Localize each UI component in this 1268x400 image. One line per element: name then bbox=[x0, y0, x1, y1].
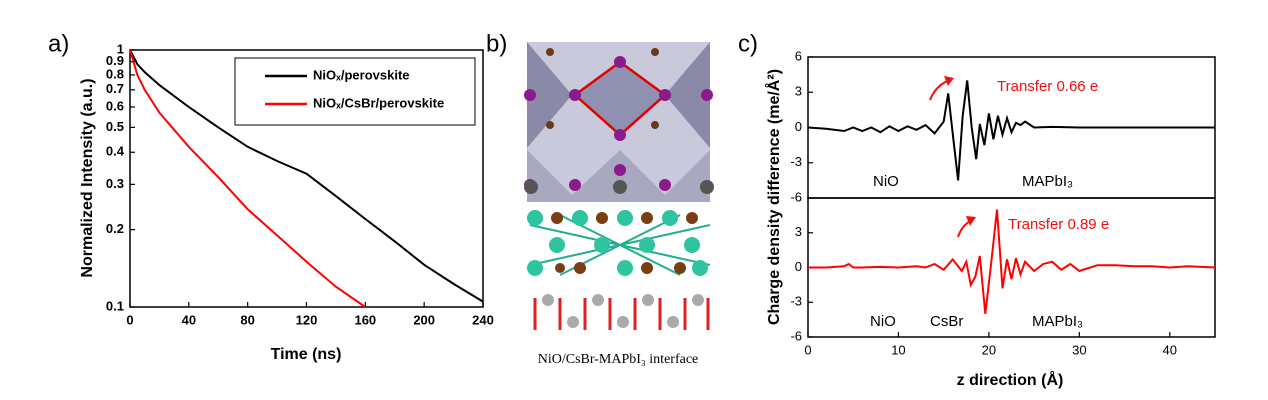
y-tick-label: 1 bbox=[117, 41, 124, 56]
annotation: MAPbI₃ bbox=[1022, 173, 1073, 190]
y-tick-label: 0.7 bbox=[106, 81, 124, 96]
structure-image bbox=[524, 42, 714, 330]
x-tick-label: 40 bbox=[1163, 342, 1177, 357]
y-axis-label: Normalized Intensity (a.u.) bbox=[79, 78, 96, 277]
y-tick-label: 3 bbox=[795, 224, 802, 239]
x-tick-label: 30 bbox=[1072, 342, 1086, 357]
data-line bbox=[129, 49, 484, 303]
y-tick-label: 0 bbox=[795, 259, 802, 274]
y-axis-label: Charge density difference (me/Å²) bbox=[764, 69, 783, 325]
y-tick-label: 0.2 bbox=[106, 221, 124, 236]
y-tick-label: 0.1 bbox=[106, 298, 124, 313]
x-axis-label: Time (ns) bbox=[271, 346, 342, 363]
y-tick-label: 3 bbox=[795, 84, 802, 99]
y-tick-label: -6 bbox=[790, 328, 802, 343]
arrow-head bbox=[966, 216, 976, 226]
x-tick-label: 80 bbox=[240, 312, 254, 327]
x-tick-label: 40 bbox=[182, 312, 196, 327]
annotation: CsBr bbox=[930, 313, 963, 330]
y-tick-label: 0.4 bbox=[106, 144, 125, 159]
y-tick-label: -6 bbox=[790, 189, 802, 204]
y-tick-label: 0.8 bbox=[106, 66, 124, 81]
legend-label: NiOₓ/CsBr/perovskite bbox=[313, 95, 444, 110]
panel-label: b) bbox=[486, 30, 507, 57]
x-tick-label: 200 bbox=[413, 312, 435, 327]
y-tick-label: 0 bbox=[795, 119, 802, 134]
data-line bbox=[808, 209, 1216, 314]
x-tick-label: 10 bbox=[891, 342, 905, 357]
y-tick-label: 0.6 bbox=[106, 98, 124, 113]
structure-caption: NiO/CsBr-MAPbI₃ interface bbox=[538, 352, 699, 367]
y-tick-label: 0.9 bbox=[106, 53, 124, 68]
legend-label: NiOₓ/perovskite bbox=[313, 67, 410, 82]
panel-label: c) bbox=[738, 30, 758, 57]
annotation: NiO bbox=[873, 173, 899, 190]
data-line bbox=[807, 80, 1215, 181]
x-tick-label: 0 bbox=[804, 342, 811, 357]
annotation: Transfer 0.89 e bbox=[1008, 216, 1109, 233]
y-tick-label: 0.3 bbox=[106, 176, 124, 191]
data-line bbox=[129, 49, 366, 308]
arrow-head bbox=[944, 76, 954, 86]
y-tick-label: 6 bbox=[795, 48, 802, 63]
x-tick-label: 160 bbox=[354, 312, 376, 327]
x-axis-label: z direction (Å) bbox=[957, 370, 1064, 389]
x-tick-label: 20 bbox=[982, 342, 996, 357]
x-tick-label: 120 bbox=[296, 312, 318, 327]
x-tick-label: 0 bbox=[126, 312, 133, 327]
legend-box bbox=[234, 57, 476, 126]
x-tick-label: 240 bbox=[472, 312, 494, 327]
panel-label: a) bbox=[48, 30, 69, 57]
y-tick-label: -3 bbox=[790, 154, 802, 169]
y-tick-label: -3 bbox=[790, 294, 802, 309]
annotation: Transfer 0.66 e bbox=[997, 78, 1098, 95]
annotation: MAPbI₃ bbox=[1032, 313, 1083, 330]
y-tick-label: 0.5 bbox=[106, 119, 124, 134]
annotation: NiO bbox=[870, 313, 896, 330]
